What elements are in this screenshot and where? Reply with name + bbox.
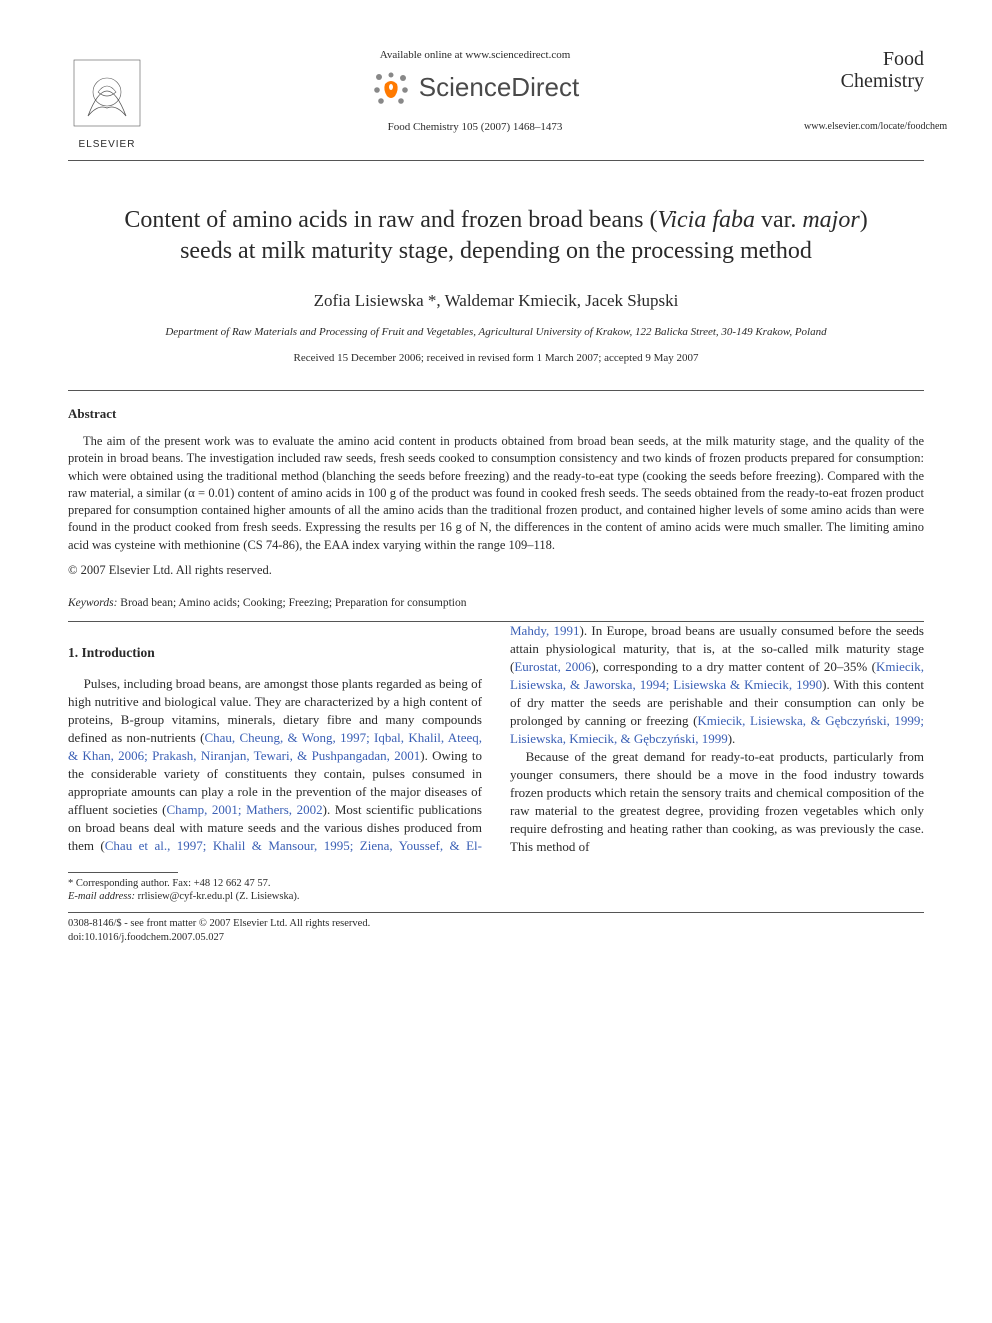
authors: Zofia Lisiewska *, Waldemar Kmiecik, Jac… xyxy=(68,289,924,313)
elsevier-logo: ELSEVIER xyxy=(68,56,146,152)
publisher-name: ELSEVIER xyxy=(68,138,146,152)
p1-cite-2[interactable]: Champ, 2001; Mathers, 2002 xyxy=(167,802,323,817)
bottom-meta: 0308-8146/$ - see front matter © 2007 El… xyxy=(68,917,924,944)
intro-heading: 1. Introduction xyxy=(68,644,482,663)
keywords-text: Broad bean; Amino acids; Cooking; Freezi… xyxy=(117,597,466,609)
abstract-body: The aim of the present work was to evalu… xyxy=(68,433,924,554)
title-italic1: Vicia faba xyxy=(657,207,755,233)
article-title: Content of amino acids in raw and frozen… xyxy=(98,205,894,267)
sciencedirect-wordmark: ScienceDirect xyxy=(419,69,579,105)
article-dates: Received 15 December 2006; received in r… xyxy=(68,351,924,366)
email-address[interactable]: rrlisiew@cyf-kr.edu.pl (Z. Lisiewska). xyxy=(135,891,300,902)
journal-title-line1: Food xyxy=(883,48,924,70)
title-italic2: major xyxy=(802,207,859,233)
journal-title: Food Chemistry xyxy=(804,48,924,92)
keywords-line: Keywords: Broad bean; Amino acids; Cooki… xyxy=(68,595,924,611)
doi-line: doi:10.1016/j.foodchem.2007.05.027 xyxy=(68,931,924,945)
email-label: E-mail address: xyxy=(68,891,135,902)
p1-text-g: ). xyxy=(728,731,736,746)
abstract-heading: Abstract xyxy=(68,405,924,423)
affiliation: Department of Raw Materials and Processi… xyxy=(68,325,924,340)
available-online-text: Available online at www.sciencedirect.co… xyxy=(158,48,792,63)
journal-url: www.elsevier.com/locate/foodchem xyxy=(804,120,924,134)
header-center: Available online at www.sciencedirect.co… xyxy=(146,48,804,135)
p1-text-e: ), corresponding to a dry matter content… xyxy=(591,659,876,674)
journal-cover-block: Food Chemistry www.elsevier.com/locate/f… xyxy=(804,48,924,134)
header-rule xyxy=(68,160,924,161)
journal-reference: Food Chemistry 105 (2007) 1468–1473 xyxy=(158,120,792,135)
sciencedirect-mark-icon xyxy=(371,70,411,106)
intro-paragraph-2: Because of the great demand for ready-to… xyxy=(510,748,924,856)
sciencedirect-logo: ScienceDirect xyxy=(158,69,792,105)
page-header: ELSEVIER Available online at www.science… xyxy=(68,48,924,152)
footnote-block: * Corresponding author. Fax: +48 12 662 … xyxy=(68,877,924,904)
email-line: E-mail address: rrlisiew@cyf-kr.edu.pl (… xyxy=(68,890,924,904)
title-part1: Content of amino acids in raw and frozen… xyxy=(124,207,657,233)
p1-cite-4[interactable]: Eurostat, 2006 xyxy=(514,659,591,674)
title-part2: var. xyxy=(755,207,802,233)
journal-title-line2: Chemistry xyxy=(841,70,924,92)
front-matter-line: 0308-8146/$ - see front matter © 2007 El… xyxy=(68,917,924,931)
keywords-label: Keywords: xyxy=(68,597,117,609)
bottom-rule xyxy=(68,912,924,913)
body-columns: 1. Introduction Pulses, including broad … xyxy=(68,622,924,855)
corresponding-author: * Corresponding author. Fax: +48 12 662 … xyxy=(68,877,924,891)
footnote-rule xyxy=(68,872,178,873)
abstract-copyright: © 2007 Elsevier Ltd. All rights reserved… xyxy=(68,562,924,580)
